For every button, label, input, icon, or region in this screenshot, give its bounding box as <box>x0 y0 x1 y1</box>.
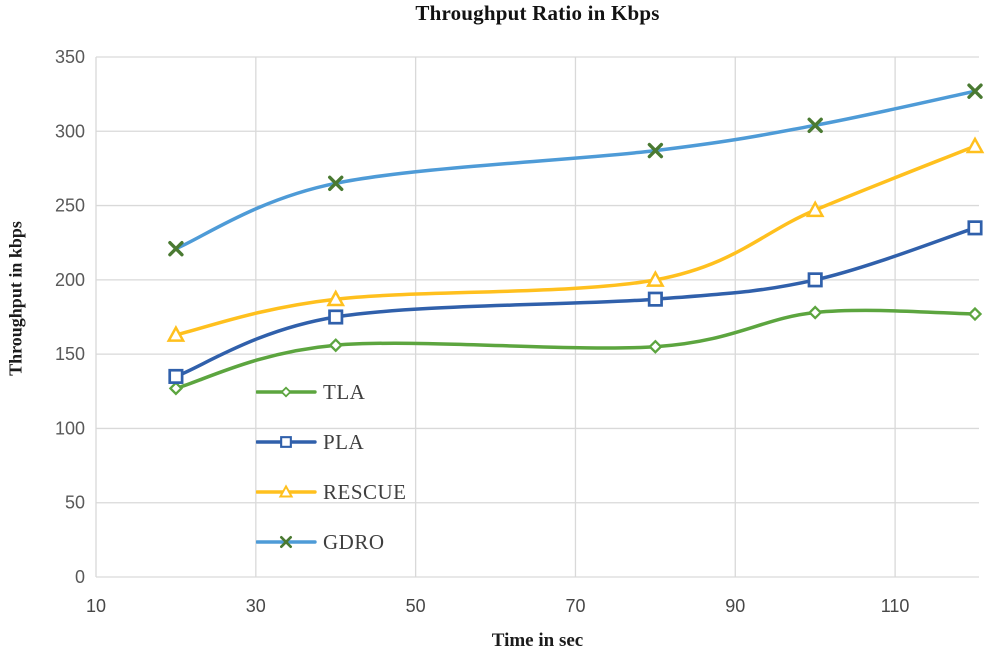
svg-text:30: 30 <box>246 596 266 616</box>
svg-text:350: 350 <box>55 47 85 67</box>
x-axis-title: Time in sec <box>491 630 584 651</box>
svg-text:50: 50 <box>65 493 85 513</box>
svg-text:0: 0 <box>75 567 85 587</box>
svg-text:10: 10 <box>86 596 106 616</box>
svg-text:110: 110 <box>881 596 910 616</box>
legend-swatch-gdro-xmark-icon <box>256 535 317 549</box>
svg-text:150: 150 <box>55 344 85 364</box>
legend-label: GDRO <box>323 529 385 554</box>
legend-label: TLA <box>323 379 366 404</box>
legend-label: PLA <box>323 429 365 454</box>
legend-label: RESCUE <box>323 479 407 504</box>
legend-swatch-pla-square-icon <box>256 436 317 448</box>
svg-text:250: 250 <box>55 196 85 216</box>
chart-title: Throughput Ratio in Kbps <box>415 1 660 25</box>
legend-swatch-rescue-triangle-icon <box>256 484 317 498</box>
legend-item-pla: PLA <box>256 417 407 467</box>
legend-item-tla: TLA <box>256 367 407 417</box>
legend-swatch-tla-diamond-icon <box>256 386 317 398</box>
svg-text:50: 50 <box>406 596 426 616</box>
legend-item-rescue: RESCUE <box>256 467 407 517</box>
svg-text:100: 100 <box>55 418 85 438</box>
legend-item-gdro: GDRO <box>256 517 407 567</box>
svg-text:300: 300 <box>55 121 85 141</box>
svg-text:70: 70 <box>565 596 585 616</box>
chart-legend: TLA PLA RESCUE GDRO <box>256 367 407 567</box>
svg-text:90: 90 <box>725 596 745 616</box>
svg-text:200: 200 <box>55 270 85 290</box>
